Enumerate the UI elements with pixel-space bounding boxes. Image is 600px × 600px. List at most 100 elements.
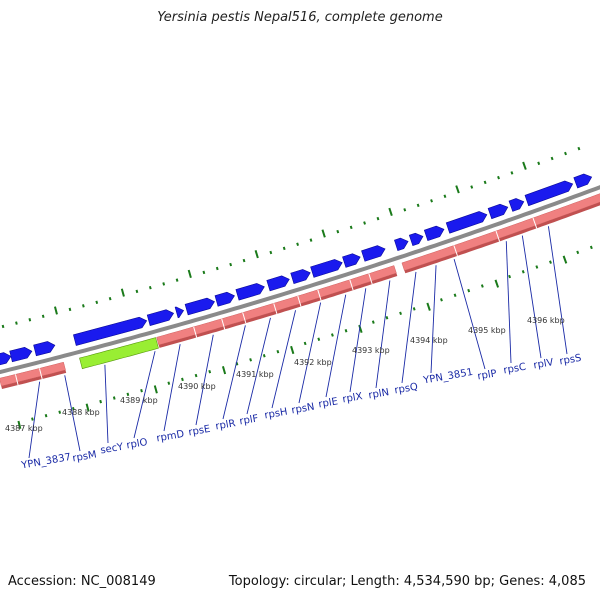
tick-mark xyxy=(577,146,581,151)
gene-label: rpsE xyxy=(188,424,212,439)
leader-line xyxy=(163,344,181,432)
gene-arrow xyxy=(361,245,386,262)
gene-label: rpsM xyxy=(72,449,98,464)
leader-line xyxy=(547,226,568,355)
gene-arrow xyxy=(394,237,409,251)
gene-label: rplP xyxy=(477,368,498,382)
gene-label: rplV xyxy=(533,357,555,371)
gene-label: rpsC xyxy=(503,362,527,377)
tick-mark xyxy=(153,385,158,394)
gene-arrow xyxy=(73,316,148,346)
tick-mark xyxy=(72,407,75,411)
leader-line xyxy=(133,351,156,439)
cds-track xyxy=(0,193,600,389)
tick-mark xyxy=(175,278,179,282)
tick-mark xyxy=(412,307,416,311)
gene-arrow xyxy=(508,198,525,212)
tick-mark xyxy=(95,300,99,305)
tick-mark xyxy=(385,315,389,320)
tick-mark xyxy=(494,279,500,288)
tick-mark xyxy=(508,274,512,279)
tick-mark xyxy=(430,199,433,203)
tick-mark xyxy=(467,288,471,293)
tick-mark xyxy=(443,194,447,198)
leader-line xyxy=(349,288,367,393)
gene-label: rplE xyxy=(318,396,339,410)
leader-line xyxy=(375,280,391,389)
backbone-track xyxy=(0,185,600,375)
scale-label: 4395 kbp xyxy=(468,326,506,335)
tick-mark xyxy=(68,307,72,312)
cds-separator xyxy=(193,326,198,338)
tick-mark xyxy=(17,420,22,430)
tick-mark xyxy=(440,298,443,302)
tick-mark xyxy=(549,260,552,264)
tick-mark xyxy=(510,171,514,175)
scale-label: 4393 kbp xyxy=(352,346,390,355)
tick-mark xyxy=(82,304,85,308)
cds-separator xyxy=(297,295,302,307)
scale-label: 4394 kbp xyxy=(410,336,448,345)
leader-line xyxy=(521,235,542,359)
leader-line xyxy=(453,259,486,370)
tick-mark xyxy=(576,250,580,255)
tick-mark xyxy=(426,302,431,311)
tick-mark xyxy=(535,265,539,269)
gene-arrow xyxy=(33,341,56,357)
cds-separator xyxy=(368,273,373,285)
tick-mark xyxy=(162,282,166,286)
tick-mark xyxy=(126,392,130,397)
tick-mark xyxy=(269,250,273,255)
tick-mark xyxy=(303,341,307,346)
tick-mark xyxy=(276,349,280,354)
tick-mark xyxy=(215,266,219,271)
gene-label: secY xyxy=(100,441,125,456)
leader-line xyxy=(271,310,296,409)
tick-mark xyxy=(140,388,143,393)
cds-separator xyxy=(38,368,43,380)
scale-label: 4391 kbp xyxy=(236,370,274,379)
map-title: Yersinia pestis Nepal516, complete genom… xyxy=(157,10,443,25)
gene-arrow xyxy=(487,203,509,220)
highlighted-gene-box xyxy=(79,337,159,370)
leader-line xyxy=(401,271,417,384)
leader-line xyxy=(430,265,437,374)
tick-mark xyxy=(53,306,58,315)
tick-mark xyxy=(99,399,102,404)
highlighted-gene xyxy=(79,337,159,370)
tick-mark xyxy=(363,221,366,225)
gene-label: rplF xyxy=(239,413,260,427)
gene-label: YPN_3837 xyxy=(20,452,72,472)
tick-mark xyxy=(497,175,500,180)
tick-mark xyxy=(31,417,34,421)
gene-label: rpsH xyxy=(264,407,289,422)
tick-mark xyxy=(15,321,18,325)
tick-mark xyxy=(202,270,206,275)
tick-mark xyxy=(108,296,112,301)
scale-label: 4389 kbp xyxy=(120,396,158,405)
gene-arrow xyxy=(174,306,185,319)
tick-mark xyxy=(453,293,457,297)
cds-band-shadow xyxy=(158,273,398,348)
gene-arrow xyxy=(235,283,265,301)
tick-mark xyxy=(148,285,152,290)
tick-mark xyxy=(229,262,233,267)
leader-line xyxy=(195,334,214,426)
scale-label: 4388 kbp xyxy=(62,408,100,417)
gene-arrow xyxy=(290,269,311,284)
gene-arrow xyxy=(573,173,593,189)
cds-band-shadow xyxy=(404,202,600,274)
gene-arrow xyxy=(524,180,574,207)
cds-separator xyxy=(14,374,19,386)
cds-separator xyxy=(532,217,538,229)
backbone-line xyxy=(0,185,600,375)
gene-label: rpsN xyxy=(291,402,316,417)
tick-mark xyxy=(249,358,252,362)
tick-marks xyxy=(1,146,593,430)
tick-mark xyxy=(331,333,334,337)
gene-arrow xyxy=(310,259,343,278)
cds-separator xyxy=(242,312,247,324)
leader-line xyxy=(222,325,246,420)
accession-text: Accession: NC_008149 xyxy=(8,574,156,589)
